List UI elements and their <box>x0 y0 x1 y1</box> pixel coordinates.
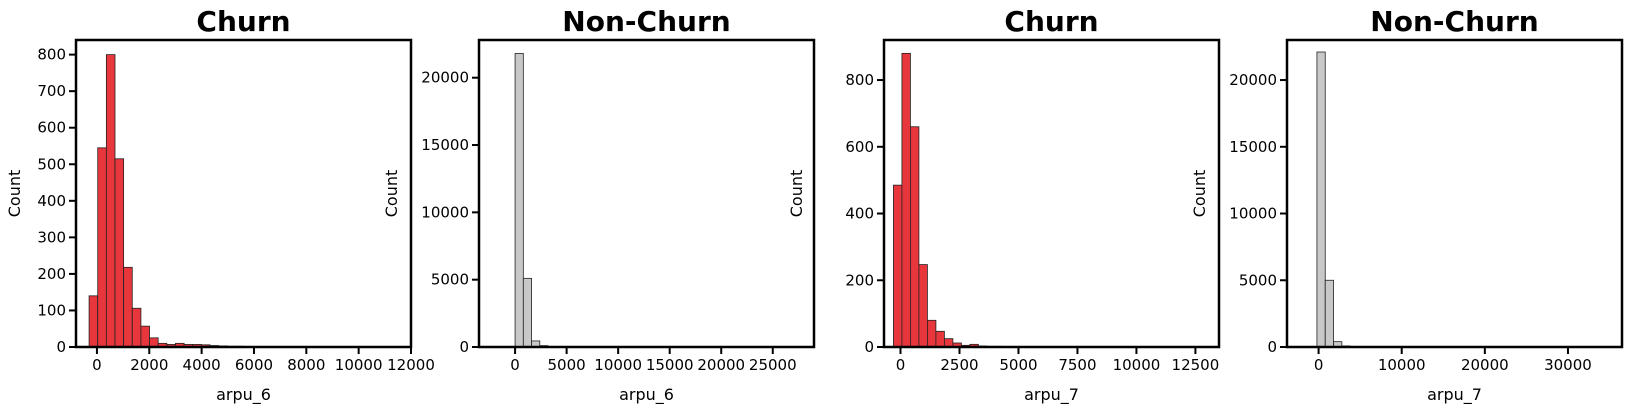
x-tick-label: 10000 <box>335 356 383 374</box>
y-tick-label: 400 <box>37 192 66 210</box>
x-tick-label: 12000 <box>387 356 435 374</box>
x-tick-label: 30000 <box>1544 356 1592 374</box>
x-tick-label: 10000 <box>594 356 642 374</box>
x-tick-label: 8000 <box>287 356 325 374</box>
plot-frame <box>74 38 413 349</box>
y-tick-label: 0 <box>1267 338 1277 356</box>
plot-frame <box>882 38 1221 349</box>
x-tick-label: 20000 <box>697 356 745 374</box>
y-tick-label: 400 <box>845 205 874 223</box>
histogram-bar <box>88 295 99 348</box>
x-tick-label: 0 <box>510 356 520 374</box>
x-axis-label: arpu_7 <box>1427 385 1482 405</box>
y-tick-label: 600 <box>37 119 66 137</box>
chart-panel: 0 2000 4000 6000 8000 10000 12000 0 100 200 300 400… <box>5 5 435 405</box>
y-tick-label: 5000 <box>1239 271 1277 289</box>
y-tick-label: 100 <box>37 301 66 319</box>
y-tick-label: 200 <box>845 271 874 289</box>
y-tick-label: 0 <box>56 338 66 356</box>
histogram-bar <box>97 147 107 348</box>
y-tick-label: 15000 <box>421 136 469 154</box>
y-tick-label: 10000 <box>421 203 469 221</box>
plot-frame <box>1285 38 1624 349</box>
x-tick-label: 5000 <box>999 356 1037 374</box>
x-tick-label: 10000 <box>1113 356 1161 374</box>
plot-frame <box>477 38 816 349</box>
x-tick-label: 2500 <box>940 356 978 374</box>
y-tick-label: 300 <box>37 228 66 246</box>
histogram-bar <box>901 52 911 348</box>
chart-title: Non-Churn <box>1370 5 1538 38</box>
y-tick-label: 700 <box>37 82 66 100</box>
histogram-bar <box>918 264 928 348</box>
histogram-bar <box>123 266 133 348</box>
y-tick-label: 15000 <box>1229 138 1277 156</box>
x-tick-label: 7500 <box>1058 356 1096 374</box>
chart-title: Churn <box>196 5 290 38</box>
y-tick-label: 5000 <box>431 271 469 289</box>
histogram-bar <box>910 126 920 348</box>
y-axis-label: Count <box>382 170 401 218</box>
y-tick-label: 600 <box>845 138 874 156</box>
histogram-bar <box>514 53 524 348</box>
histogram-bar <box>1324 279 1334 348</box>
chart-title: Non-Churn <box>562 5 730 38</box>
histogram-bar <box>935 330 945 348</box>
histogram-bar <box>114 158 125 348</box>
histogram-bar <box>105 54 116 348</box>
chart-panel: 0 2500 5000 7500 10000 12500 0 200 400 600 800 Chur… <box>787 5 1221 405</box>
chart-title: Churn <box>1004 5 1098 38</box>
x-tick-label: 0 <box>92 356 102 374</box>
y-tick-label: 0 <box>864 338 874 356</box>
x-axis-label: arpu_6 <box>619 385 674 405</box>
x-tick-label: 12500 <box>1172 356 1220 374</box>
x-tick-label: 0 <box>1314 356 1324 374</box>
histogram-bar <box>893 184 903 348</box>
x-axis-label: arpu_7 <box>1024 385 1079 405</box>
y-tick-label: 800 <box>845 71 874 89</box>
x-tick-label: 15000 <box>646 356 694 374</box>
histogram-bar <box>1316 51 1326 348</box>
y-tick-label: 20000 <box>421 69 469 87</box>
histogram-bar <box>943 338 954 348</box>
y-axis-label: Count <box>1190 170 1209 218</box>
y-tick-label: 10000 <box>1229 205 1277 223</box>
y-tick-label: 200 <box>37 265 66 283</box>
x-tick-label: 10000 <box>1378 356 1426 374</box>
histogram-bar <box>140 325 150 348</box>
x-tick-label: 6000 <box>235 356 273 374</box>
histogram-bar <box>927 319 937 348</box>
y-axis-label: Count <box>5 170 24 218</box>
y-tick-label: 800 <box>37 46 66 64</box>
x-tick-label: 2000 <box>130 356 168 374</box>
x-axis-label: arpu_6 <box>216 385 271 405</box>
chart-panel: 0 5000 10000 15000 20000 25000050001000015000… <box>382 5 816 405</box>
y-tick-label: 20000 <box>1229 71 1277 89</box>
x-tick-label: 4000 <box>183 356 221 374</box>
x-tick-label: 20000 <box>1461 356 1509 374</box>
histogram-bar <box>149 337 159 348</box>
histogram-bar <box>522 277 532 348</box>
histogram-bar <box>131 307 142 348</box>
chart-panel: 0 10000 20000 30000 0 5000 10000 15000 20000 Non-… <box>1190 5 1624 405</box>
x-tick-label: 0 <box>896 356 906 374</box>
x-tick-label: 5000 <box>548 356 586 374</box>
y-tick-label: 500 <box>37 155 66 173</box>
y-tick-label: 0 <box>459 338 469 356</box>
x-tick-label: 25000 <box>749 356 797 374</box>
y-axis-label: Count <box>787 170 806 218</box>
